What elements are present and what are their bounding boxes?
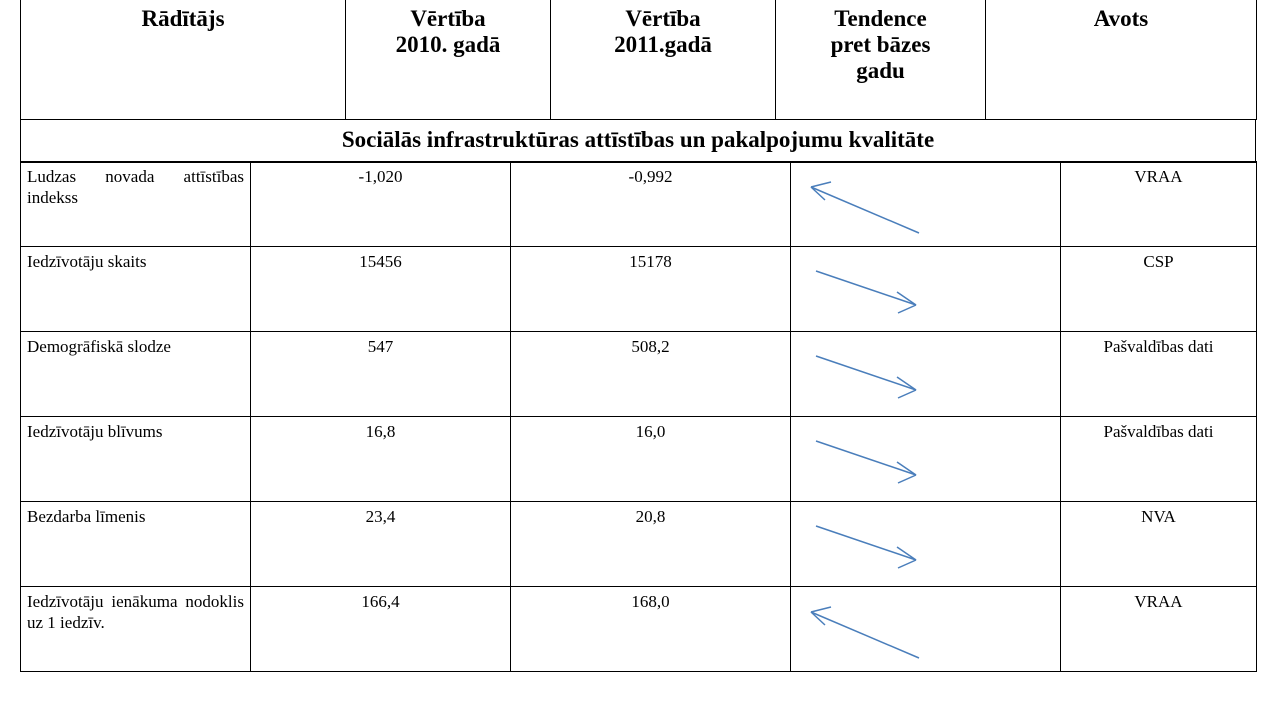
table-cell: 547 — [250, 331, 511, 417]
table-row: Iedzīvotāju ienākuma nodoklis uz 1 iedzī… — [20, 586, 1257, 672]
table-cell: NVA — [1060, 501, 1257, 587]
table-row: Demogrāfiskā slodze 547 508,2 Pašvaldības d… — [20, 331, 1257, 417]
table-row: Iedzīvotāju blīvums 16,8 16,0 Pašvaldības d… — [20, 416, 1257, 502]
trend-cell — [790, 501, 1061, 587]
table-cell: Demogrāfiskā slodze — [20, 331, 251, 417]
trend-arrow — [810, 181, 920, 234]
header-row: Rādītājs Vērtība 2010. gadā Vērtība 2011… — [20, 0, 1257, 120]
table-cell: 20,8 — [510, 501, 791, 587]
trend-cell — [790, 246, 1061, 332]
section-table: Sociālās infrastruktūras attīstības un p… — [20, 119, 1256, 163]
table-row: Ludzas novada attīstības indekss -1,020 -0… — [20, 161, 1257, 247]
table-cell: Bezdarba līmenis — [20, 501, 251, 587]
header-cell: Vērtība 2010. gadā — [345, 0, 551, 120]
header-cell: Avots — [985, 0, 1257, 120]
table-cell: 15456 — [250, 246, 511, 332]
table-cell: Iedzīvotāju blīvums — [20, 416, 251, 502]
table-cell: CSP — [1060, 246, 1257, 332]
header-cell: Rādītājs — [20, 0, 346, 120]
table-body: Ludzas novada attīstības indekss -1,020 -0… — [20, 161, 1257, 672]
table-cell: Pašvaldības dati — [1060, 416, 1257, 502]
trend-cell — [790, 416, 1061, 502]
table-row: Iedzīvotāju skaits 15456 15178 CSP — [20, 246, 1257, 332]
table-cell: Iedzīvotāju skaits — [20, 246, 251, 332]
trend-arrow — [815, 270, 917, 314]
trend-arrow — [815, 440, 917, 484]
trend-cell — [790, 586, 1061, 672]
table-cell: 16,0 — [510, 416, 791, 502]
header-cell: Tendence pret bāzes gadu — [775, 0, 986, 120]
table-cell: 16,8 — [250, 416, 511, 502]
table-cell: 23,4 — [250, 501, 511, 587]
table-row: Bezdarba līmenis 23,4 20,8 NVA — [20, 501, 1257, 587]
trend-cell — [790, 161, 1061, 247]
table-cell: -1,020 — [250, 161, 511, 247]
table-cell: 15178 — [510, 246, 791, 332]
section-title: Sociālās infrastruktūras attīstības un p… — [20, 119, 1256, 163]
table-cell: Pašvaldības dati — [1060, 331, 1257, 417]
table-cell: Iedzīvotāju ienākuma nodoklis uz 1 iedzī… — [20, 586, 251, 672]
table-cell: 508,2 — [510, 331, 791, 417]
header-table: Rādītājs Vērtība 2010. gadā Vērtība 2011… — [20, 0, 1257, 120]
trend-arrow — [815, 355, 917, 399]
body-table: Ludzas novada attīstības indekss -1,020 -0… — [20, 161, 1257, 672]
table-cell: 168,0 — [510, 586, 791, 672]
table-cell: VRAA — [1060, 161, 1257, 247]
trend-arrow — [810, 606, 920, 659]
trend-cell — [790, 331, 1061, 417]
trend-arrow — [815, 525, 917, 569]
header-cell: Vērtība 2011.gadā — [550, 0, 776, 120]
table-cell: VRAA — [1060, 586, 1257, 672]
table-cell: Ludzas novada attīstības indekss — [20, 161, 251, 247]
table-cell: -0,992 — [510, 161, 791, 247]
table-cell: 166,4 — [250, 586, 511, 672]
